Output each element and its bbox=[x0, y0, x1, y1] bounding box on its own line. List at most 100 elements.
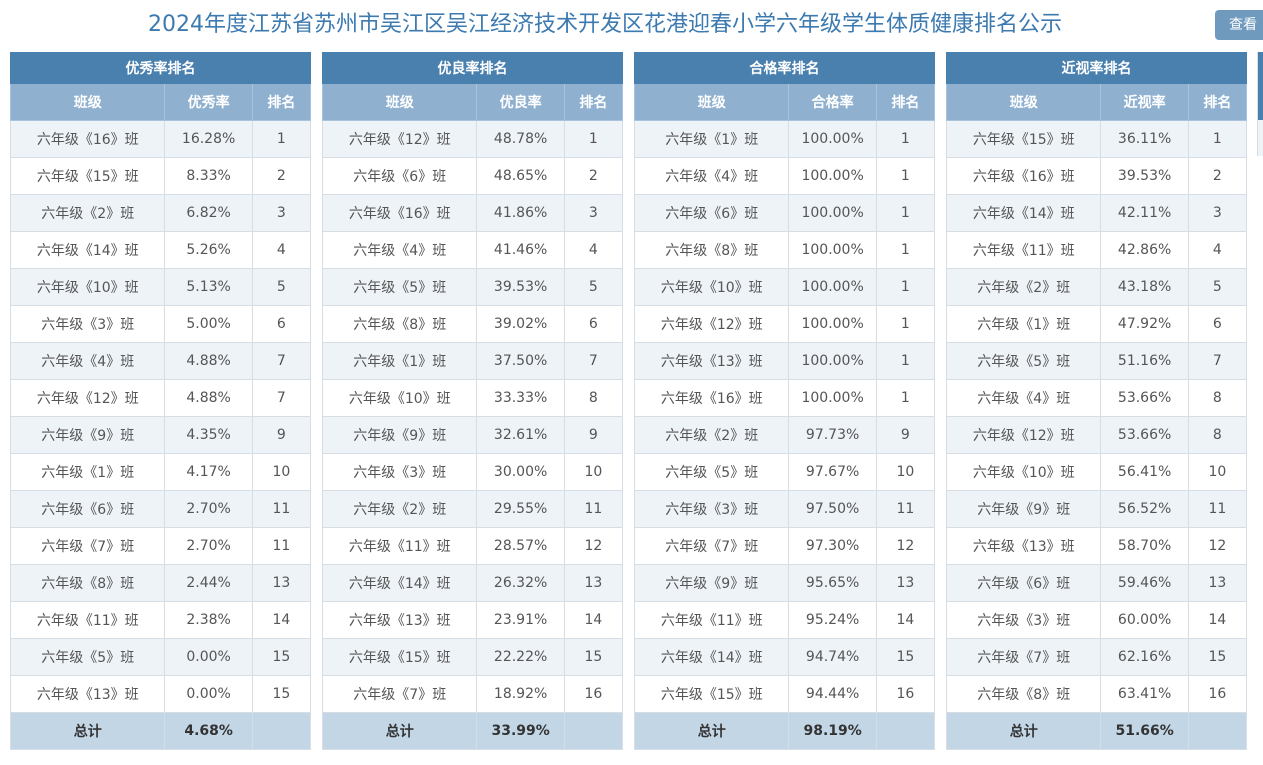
class-name-cell: 六年级《1》班 bbox=[633, 120, 790, 158]
rate-cell: 53.66% bbox=[1100, 416, 1189, 454]
class-name-cell: 六年级《8》班 bbox=[945, 675, 1102, 713]
table-row: 六年级《9》班 95.65% 13 bbox=[633, 564, 936, 602]
rate-cell: 6.82% bbox=[164, 194, 253, 232]
table-row: 六年级《11》班 28.57% 12 bbox=[321, 527, 624, 565]
class-name-cell: 六年级《2》班 bbox=[945, 268, 1102, 306]
rank-cell: 7 bbox=[563, 342, 624, 380]
total-label: 总计 bbox=[9, 712, 166, 750]
rate-cell: 97.30% bbox=[788, 527, 877, 565]
rate-cell: 63.41% bbox=[1100, 675, 1189, 713]
total-row: 总计 33.99% bbox=[321, 712, 624, 750]
rank-cell: 1 bbox=[251, 120, 312, 158]
rank-cell: 4 bbox=[1187, 231, 1248, 269]
rank-cell: 2 bbox=[563, 157, 624, 195]
class-name-cell: 六年级《8》班 bbox=[9, 564, 166, 602]
class-name-cell: 六年级《3》班 bbox=[321, 453, 478, 491]
table-row: 六年级《2》班 29.55% 11 bbox=[321, 490, 624, 528]
rate-cell: 56.41% bbox=[1100, 453, 1189, 491]
rate-cell: 8.33% bbox=[164, 157, 253, 195]
rank-cell: 3 bbox=[563, 194, 624, 232]
class-name-cell: 六年级《15》班 bbox=[945, 120, 1102, 158]
rate-cell: 0.00% bbox=[164, 638, 253, 676]
rate-cell: 4.88% bbox=[164, 379, 253, 417]
class-name-cell: 六年级《5》班 bbox=[321, 268, 478, 306]
total-row: 总计 98.19% bbox=[633, 712, 936, 750]
table-row: 六年级《15》班 22.22% 15 bbox=[321, 638, 624, 676]
rank-cell: 11 bbox=[563, 490, 624, 528]
rate-cell: 39.53% bbox=[476, 268, 565, 306]
rank-cell: 9 bbox=[251, 416, 312, 454]
rank-cell: 13 bbox=[1187, 564, 1248, 602]
rank-cell: 1 bbox=[875, 120, 936, 158]
table-row: 六年级《1》班 37.50% 7 bbox=[321, 342, 624, 380]
table-row: 六年级《15》班 8.33% 2 bbox=[9, 157, 312, 195]
rate-cell: 2.70% bbox=[164, 490, 253, 528]
column-header: 优良率 bbox=[476, 83, 565, 121]
rank-cell: 1 bbox=[875, 231, 936, 269]
rate-cell: 4.88% bbox=[164, 342, 253, 380]
class-name-cell: 六年级《12》班 bbox=[9, 379, 166, 417]
rank-cell: 2 bbox=[1187, 157, 1248, 195]
table-row: 六年级《10》班 100.00% 1 bbox=[633, 268, 936, 306]
class-name-cell: 六年级《13》班 bbox=[321, 601, 478, 639]
table-row: 六年级《7》班 2.70% 11 bbox=[9, 527, 312, 565]
class-name-cell: 六年级《14》班 bbox=[945, 194, 1102, 232]
class-name-cell: 六年级《7》班 bbox=[9, 527, 166, 565]
total-row: 总计 4.68% bbox=[9, 712, 312, 750]
class-name-cell: 六年级《4》班 bbox=[945, 379, 1102, 417]
class-name-cell: 六年级《3》班 bbox=[633, 490, 790, 528]
table-row: 六年级《14》班 42.11% 3 bbox=[945, 194, 1248, 232]
rank-cell: 10 bbox=[563, 453, 624, 491]
class-name-cell: 六年级《7》班 bbox=[321, 675, 478, 713]
column-header: 排名 bbox=[875, 83, 936, 121]
total-value: 33.99% bbox=[476, 712, 565, 750]
rank-cell: 1 bbox=[875, 305, 936, 343]
class-name-cell: 六年级《16》班 bbox=[321, 194, 478, 232]
table-row: 六年级《6》班 59.46% 13 bbox=[945, 564, 1248, 602]
class-name-cell: 六年级《15》班 bbox=[9, 157, 166, 195]
rate-cell: 100.00% bbox=[788, 379, 877, 417]
table-row: 六年级《14》班 5.26% 4 bbox=[9, 231, 312, 269]
rate-cell: 39.02% bbox=[476, 305, 565, 343]
rank-cell: 15 bbox=[251, 675, 312, 713]
table-row: 六年级《2》班 43.18% 5 bbox=[945, 268, 1248, 306]
rank-cell: 14 bbox=[563, 601, 624, 639]
panel-title: 近视率排名 bbox=[946, 52, 1247, 84]
rate-cell: 100.00% bbox=[788, 194, 877, 232]
class-name-cell: 六年级《14》班 bbox=[633, 638, 790, 676]
rank-cell: 1 bbox=[875, 342, 936, 380]
table-row: 六年级《1》班 100.00% 1 bbox=[633, 120, 936, 158]
ranking-table: 合格率排名 班级 合格率 排名 六年级《1》班 100.00% 1 六年级《4》班 100.00… bbox=[633, 52, 936, 750]
class-name-cell: 六年级《3》班 bbox=[945, 601, 1102, 639]
rank-cell: 6 bbox=[251, 305, 312, 343]
class-name-cell: 六年级《3》班 bbox=[9, 305, 166, 343]
ranking-table: 近视率排名 班级 近视率 排名 六年级《15》班 36.11% 1 六年级《16》班 39.53… bbox=[945, 52, 1248, 750]
rank-cell: 5 bbox=[563, 268, 624, 306]
rate-cell: 2.70% bbox=[164, 527, 253, 565]
rate-cell: 2.44% bbox=[164, 564, 253, 602]
total-value: 98.19% bbox=[788, 712, 877, 750]
rank-cell: 2 bbox=[251, 157, 312, 195]
rate-cell: 33.33% bbox=[476, 379, 565, 417]
class-name-cell: 六年级《6》班 bbox=[945, 564, 1102, 602]
table-row: 六年级《4》班 4.88% 7 bbox=[9, 342, 312, 380]
class-name-cell: 六年级《6》班 bbox=[633, 194, 790, 232]
rate-cell: 100.00% bbox=[788, 157, 877, 195]
table-row: 六年级《13》班 23.91% 14 bbox=[321, 601, 624, 639]
rank-cell: 10 bbox=[1187, 453, 1248, 491]
table-row: 六年级《3》班 5.00% 6 bbox=[9, 305, 312, 343]
rate-cell: 48.65% bbox=[476, 157, 565, 195]
rank-cell: 15 bbox=[251, 638, 312, 676]
panel-title: 优良率排名 bbox=[322, 52, 623, 84]
table-row: 六年级《9》班 32.61% 9 bbox=[321, 416, 624, 454]
table-row: 六年级《6》班 48.65% 2 bbox=[321, 157, 624, 195]
view-button[interactable]: 查看 bbox=[1215, 10, 1263, 40]
class-name-cell: 六年级《7》班 bbox=[945, 638, 1102, 676]
rate-cell: 41.46% bbox=[476, 231, 565, 269]
table-row: 六年级《5》班 51.16% 7 bbox=[945, 342, 1248, 380]
class-name-cell: 六年级《5》班 bbox=[633, 453, 790, 491]
class-name-cell: 六年级《11》班 bbox=[321, 527, 478, 565]
table-row: 六年级《5》班 0.00% 15 bbox=[9, 638, 312, 676]
rank-cell: 7 bbox=[1187, 342, 1248, 380]
total-label: 总计 bbox=[321, 712, 478, 750]
